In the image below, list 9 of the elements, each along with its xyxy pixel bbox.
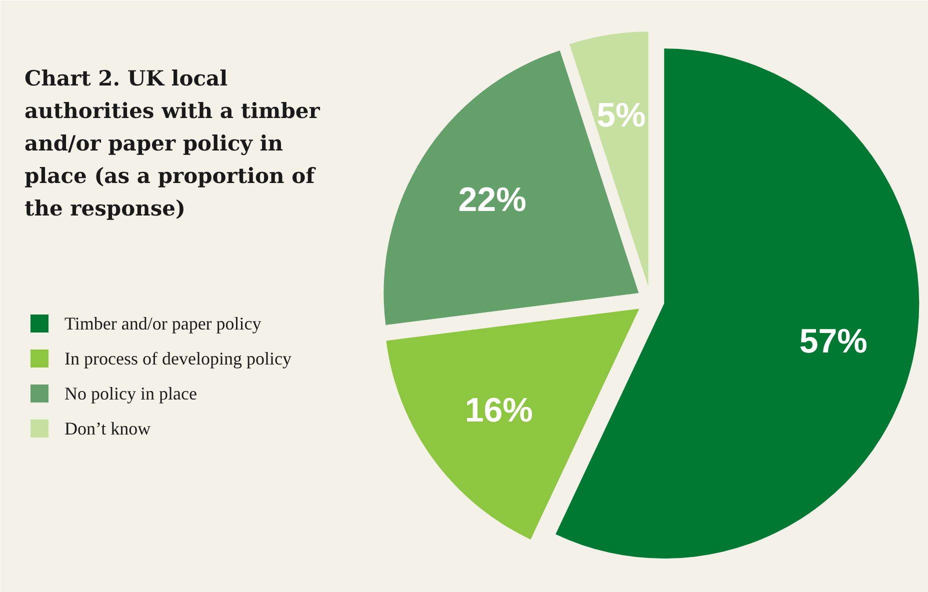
- text: Chart 2. UK local authorities with a timber and/or paper policy in place (as a proportion of the response): [24, 66, 321, 220]
- legend-label: Timber and/or paper policy: [64, 314, 262, 334]
- data-label: 22%: [458, 181, 526, 220]
- data-label: 16%: [464, 392, 533, 430]
- data-label: 57%: [799, 322, 868, 360]
- legend-label: Don’t know: [64, 418, 151, 438]
- legend-label: No policy in place: [64, 384, 197, 404]
- legend-label: In process of developing policy: [64, 348, 292, 368]
- data-label: 5%: [596, 96, 646, 134]
